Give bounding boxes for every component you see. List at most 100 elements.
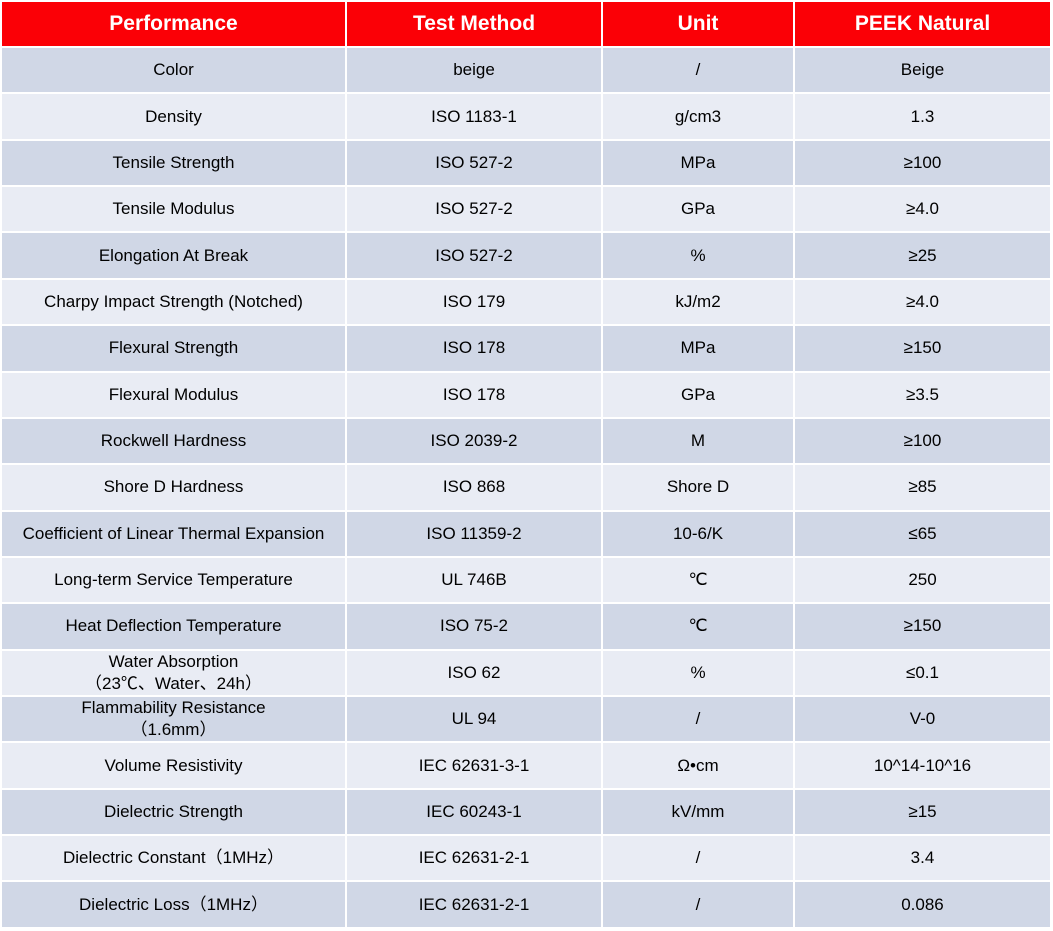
cell-unit: MPa [603, 326, 793, 371]
cell-performance: Long-term Service Temperature [2, 557, 345, 603]
cell-performance: Tensile Strength [2, 140, 345, 186]
table-row: Tensile Modulus ISO 527-2 GPa ≥4.0 [2, 187, 1050, 232]
cell-test-method: ISO 11359-2 [347, 511, 601, 556]
cell-unit: GPa [603, 187, 793, 232]
cell-unit: / [603, 48, 793, 93]
cell-performance: Water Absorption （23℃、Water、24h） [2, 650, 345, 696]
cell-peek-natural: 1.3 [795, 94, 1050, 139]
cell-performance: Charpy Impact Strength (Notched) [2, 279, 345, 325]
cell-peek-natural: V-0 [795, 697, 1050, 742]
performance-label: Dielectric Constant（1MHz） [62, 848, 285, 868]
cell-peek-natural: ≥4.0 [795, 279, 1050, 325]
cell-peek-natural: ≥150 [795, 604, 1050, 649]
performance-label: Rockwell Hardness [100, 431, 247, 451]
table-row: Dielectric Loss（1MHz） IEC 62631-2-1/0.086 [2, 882, 1050, 927]
cell-test-method: ISO 2039-2 [347, 418, 601, 464]
cell-performance: Tensile Modulus [2, 187, 345, 232]
cell-test-method: ISO 75-2 [347, 604, 601, 649]
cell-peek-natural: ≥100 [795, 418, 1050, 464]
performance-label: Coefficient of Linear Thermal Expansion [22, 523, 325, 543]
cell-test-method: UL 746B [347, 557, 601, 603]
cell-unit: Shore D [603, 465, 793, 510]
performance-label: Shore D Hardness [103, 477, 244, 497]
cell-peek-natural: ≥150 [795, 326, 1050, 371]
cell-unit: GPa [603, 372, 793, 417]
cell-performance: Dielectric Constant（1MHz） [2, 836, 345, 881]
cell-test-method: ISO 62 [347, 650, 601, 696]
cell-test-method: ISO 868 [347, 465, 601, 510]
table-row: Dielectric Constant（1MHz） IEC 62631-2-1/3… [2, 836, 1050, 881]
table-row: Water Absorption （23℃、Water、24h） ISO 62% ≤0… [2, 650, 1050, 696]
cell-test-method: ISO 527-2 [347, 140, 601, 186]
cell-peek-natural: ≥85 [795, 465, 1050, 510]
cell-peek-natural: ≥15 [795, 789, 1050, 835]
table-row: Long-term Service Temperature UL 746B ℃ 250 [2, 557, 1050, 603]
cell-performance: Shore D Hardness [2, 465, 345, 510]
cell-performance: Elongation At Break [2, 233, 345, 278]
cell-unit: Ω•cm [603, 743, 793, 788]
cell-test-method: ISO 178 [347, 326, 601, 371]
cell-unit: kJ/m2 [603, 279, 793, 325]
cell-peek-natural: ≥4.0 [795, 187, 1050, 232]
cell-unit: % [603, 233, 793, 278]
cell-test-method: ISO 1183-1 [347, 94, 601, 139]
cell-performance: Dielectric Loss（1MHz） [2, 882, 345, 927]
table-row: Elongation At Break ISO 527-2% ≥25 [2, 233, 1050, 278]
cell-test-method: ISO 527-2 [347, 187, 601, 232]
cell-peek-natural: 250 [795, 557, 1050, 603]
cell-performance: Color [2, 48, 345, 93]
cell-test-method: ISO 179 [347, 279, 601, 325]
cell-unit: / [603, 697, 793, 742]
cell-peek-natural: 0.086 [795, 882, 1050, 927]
cell-performance: Flexural Strength [2, 326, 345, 371]
performance-label: Charpy Impact Strength (Notched) [44, 291, 303, 311]
performance-label: Tensile Strength [112, 152, 235, 172]
performance-label: Volume Resistivity [104, 755, 243, 775]
performance-label: Dielectric Strength [104, 801, 243, 821]
cell-unit: kV/mm [603, 789, 793, 835]
performance-label: Heat Deflection Temperature [65, 616, 282, 636]
table-row: Shore D Hardness ISO 868 Shore D ≥85 [2, 465, 1050, 510]
cell-test-method: IEC 62631-2-1 [347, 836, 601, 881]
performance-label: Dielectric Loss（1MHz） [79, 894, 268, 914]
performance-label: Tensile Modulus [112, 199, 235, 219]
cell-peek-natural: 3.4 [795, 836, 1050, 881]
cell-test-method: IEC 62631-2-1 [347, 882, 601, 927]
table-row: Flammability Resistance （1.6mm） UL 94/V-0 [2, 697, 1050, 742]
cell-test-method: ISO 178 [347, 372, 601, 417]
performance-label: Flexural Strength [108, 338, 239, 358]
performance-label: Long-term Service Temperature [54, 570, 293, 590]
table-row: Charpy Impact Strength (Notched) ISO 179 k… [2, 279, 1050, 325]
cell-peek-natural: ≥100 [795, 140, 1050, 186]
cell-performance: Flammability Resistance （1.6mm） [2, 697, 345, 742]
performance-label: Color [153, 60, 194, 80]
performance-label: Density [145, 106, 202, 126]
cell-test-method: beige [347, 48, 601, 93]
table-row: Coefficient of Linear Thermal Expansion I… [2, 511, 1050, 556]
table-row: Tensile Strength ISO 527-2 MPa ≥100 [2, 140, 1050, 186]
cell-performance: Rockwell Hardness [2, 418, 345, 464]
cell-performance: Volume Resistivity [2, 743, 345, 788]
cell-unit: / [603, 882, 793, 927]
performance-label: Elongation At Break [98, 245, 249, 265]
cell-unit: MPa [603, 140, 793, 186]
performance-label: （1.6mm） [130, 720, 217, 740]
cell-test-method: IEC 60243-1 [347, 789, 601, 835]
header-unit: Unit [603, 2, 793, 46]
cell-peek-natural: ≥3.5 [795, 372, 1050, 417]
performance-label: Flammability Resistance [81, 698, 266, 718]
table-header-row: Performance Test Method Unit PEEK Natura… [2, 2, 1050, 46]
performance-label: Flexural Modulus [108, 384, 239, 404]
header-performance: Performance [2, 2, 345, 46]
table-row: Rockwell Hardness ISO 2039-2 M ≥100 [2, 418, 1050, 464]
cell-performance: Density [2, 94, 345, 139]
cell-performance: Flexural Modulus [2, 372, 345, 417]
header-peek-natural: PEEK Natural [795, 2, 1050, 46]
cell-unit: % [603, 650, 793, 696]
cell-peek-natural: ≤0.1 [795, 650, 1050, 696]
cell-unit: ℃ [603, 604, 793, 649]
table-row: Volume Resistivity IEC 62631-3-1 Ω•cm 10^14… [2, 743, 1050, 788]
cell-peek-natural: Beige [795, 48, 1050, 93]
cell-unit: / [603, 836, 793, 881]
